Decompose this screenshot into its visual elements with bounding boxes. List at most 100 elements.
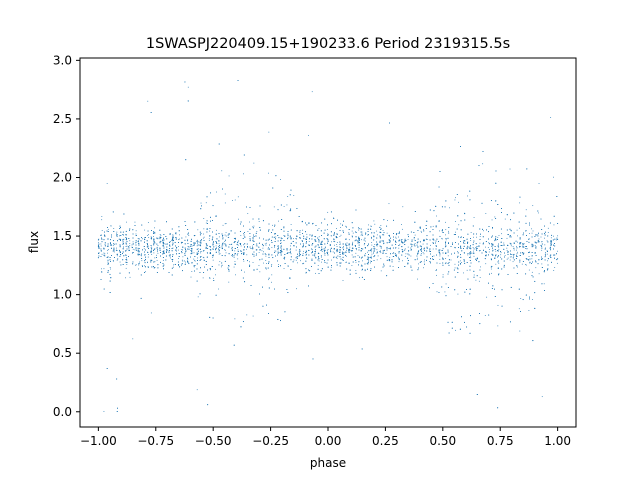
data-point [259, 205, 261, 207]
data-point [299, 253, 301, 255]
data-point [480, 233, 481, 235]
data-point [363, 244, 365, 246]
data-point [283, 235, 285, 236]
data-point [264, 243, 266, 245]
data-point [289, 235, 291, 237]
data-point [492, 250, 494, 252]
data-point [538, 273, 540, 275]
data-point [247, 213, 249, 215]
data-point [386, 256, 388, 258]
data-point [455, 329, 456, 331]
data-point [126, 258, 127, 260]
data-point [467, 195, 468, 197]
data-point [535, 267, 537, 269]
data-point [519, 330, 521, 332]
data-point [351, 236, 353, 238]
data-point [172, 237, 174, 239]
data-point [472, 247, 474, 248]
data-point [305, 268, 307, 270]
data-point [377, 255, 379, 257]
data-point [336, 228, 337, 229]
data-point [203, 233, 205, 235]
data-point [377, 243, 378, 245]
data-point [537, 234, 539, 236]
data-point [281, 248, 283, 250]
data-point [355, 270, 357, 272]
data-point [485, 255, 487, 256]
data-point [445, 229, 447, 231]
data-point [221, 244, 223, 246]
data-point [495, 263, 497, 265]
data-point [556, 239, 557, 241]
data-point [154, 248, 156, 249]
data-point [541, 241, 543, 243]
data-point [324, 260, 325, 262]
data-point [447, 255, 449, 257]
data-point [208, 240, 210, 241]
data-point [413, 238, 415, 240]
data-point [497, 325, 499, 327]
data-point [318, 246, 320, 248]
data-point [371, 253, 373, 255]
data-point [324, 254, 326, 256]
data-point [449, 207, 450, 209]
data-point [263, 251, 264, 253]
data-point [154, 231, 156, 233]
data-point [463, 242, 465, 244]
data-point [331, 259, 332, 261]
data-point [454, 221, 456, 222]
data-point [308, 249, 309, 251]
data-point [523, 253, 524, 255]
data-point [531, 275, 533, 277]
data-point [509, 259, 511, 261]
data-point [302, 246, 304, 248]
data-point [463, 240, 465, 241]
data-point [444, 263, 446, 265]
data-point [522, 244, 524, 245]
data-point [148, 234, 149, 236]
data-point [420, 253, 422, 254]
data-point [464, 212, 465, 214]
data-point [541, 249, 543, 251]
data-point [411, 249, 412, 251]
data-point [252, 262, 254, 263]
data-point [422, 243, 424, 245]
data-point [129, 276, 131, 278]
data-point [271, 281, 272, 283]
data-point [135, 264, 137, 266]
data-point [125, 267, 127, 269]
data-point [185, 261, 187, 263]
data-point [144, 238, 145, 240]
data-point [383, 234, 385, 236]
data-point [337, 250, 339, 252]
data-point [311, 244, 313, 246]
data-point [469, 255, 471, 257]
data-point [553, 244, 554, 246]
data-point [169, 244, 171, 246]
data-point [553, 235, 554, 237]
data-point [148, 248, 149, 249]
data-point [97, 239, 99, 241]
chart-title: 1SWASPJ220409.15+190233.6 Period 2319315… [146, 36, 510, 52]
data-point [455, 197, 456, 199]
data-point [436, 254, 437, 256]
data-point [113, 251, 115, 253]
data-point [361, 239, 362, 241]
data-point [185, 236, 187, 238]
data-point [510, 253, 511, 255]
data-point [240, 244, 241, 245]
data-point [395, 237, 397, 239]
data-point [556, 262, 558, 264]
data-point [224, 234, 226, 236]
data-point [340, 227, 342, 228]
data-point [187, 246, 189, 248]
data-point [243, 260, 245, 262]
data-point [277, 250, 279, 252]
data-point [401, 228, 403, 230]
data-point [327, 233, 329, 235]
data-point [163, 246, 165, 248]
data-point [268, 172, 269, 174]
data-point [479, 236, 481, 237]
data-point [392, 269, 394, 271]
data-point [516, 254, 517, 256]
